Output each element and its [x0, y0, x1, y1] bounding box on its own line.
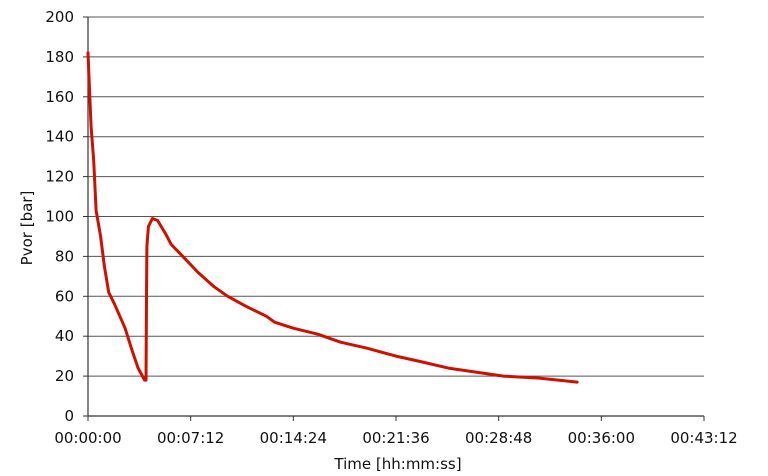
y-tick-label: 20: [55, 367, 74, 385]
y-tick-label: 100: [45, 208, 74, 226]
x-tick-label: 00:21:36: [362, 429, 429, 447]
y-tick-label: 80: [55, 247, 74, 265]
y-tick-label: 140: [45, 128, 74, 146]
series-line: [86, 51, 579, 384]
x-axis-title: Time [hh:mm:ss]: [333, 455, 461, 473]
x-tick-label: 00:07:12: [157, 429, 224, 447]
y-axis-title: Pvor [bar]: [18, 191, 36, 266]
x-tick-label: 00:00:00: [54, 429, 121, 447]
data-series: [86, 51, 579, 384]
y-tick-label: 60: [55, 287, 74, 305]
x-tick-label: 00:14:24: [260, 429, 327, 447]
y-tick-label: 180: [45, 48, 74, 66]
y-tick-labels: 0 20 40 60 80 100 120 140 160 180 200: [45, 8, 74, 425]
x-tick-label: 00:36:00: [568, 429, 635, 447]
gridlines: [88, 16, 704, 377]
x-tick-label: 00:28:48: [465, 429, 532, 447]
y-tick-label: 0: [64, 407, 74, 425]
y-tick-label: 160: [45, 88, 74, 106]
y-tick-label: 40: [55, 327, 74, 345]
x-tick-labels: 00:00:00 00:07:12 00:14:24 00:21:36 00:28:48…: [54, 429, 737, 447]
y-tick-label: 200: [45, 8, 74, 26]
axes: [83, 16, 705, 421]
x-tick-label: 00:43:12: [670, 429, 737, 447]
y-tick-label: 120: [45, 168, 74, 186]
